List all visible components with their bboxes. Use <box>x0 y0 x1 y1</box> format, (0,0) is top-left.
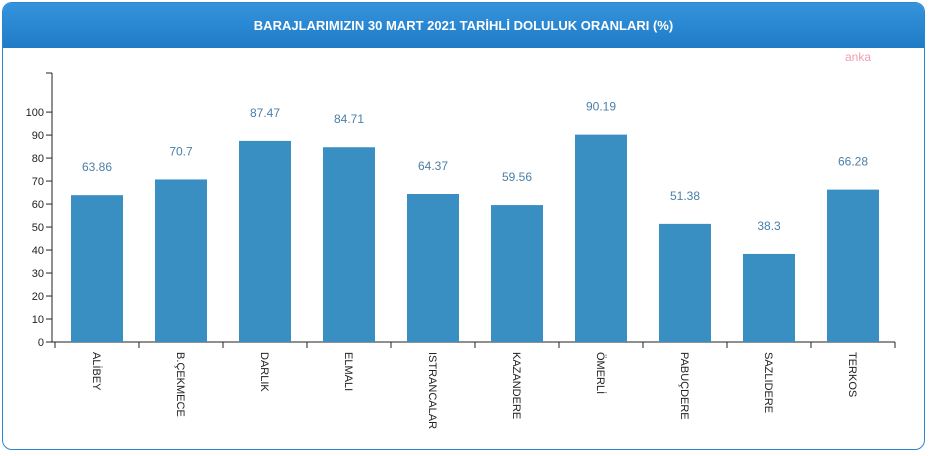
y-tick-label: 0 <box>38 337 44 349</box>
value-label: 84.71 <box>334 112 364 126</box>
x-tick-label: ALİBEY <box>90 352 103 391</box>
x-tick-label: PABUÇDERE <box>678 352 690 420</box>
bar <box>491 205 543 342</box>
chart-title: BARAJLARIMIZIN 30 MART 2021 TARİHLİ DOLU… <box>3 3 924 48</box>
bar <box>71 195 123 342</box>
y-tick-label: 70 <box>32 176 44 188</box>
y-tick-label: 80 <box>32 153 44 165</box>
y-tick-label: 10 <box>32 314 44 326</box>
bar <box>827 189 879 342</box>
value-label: 87.47 <box>250 106 280 120</box>
value-label: 38.3 <box>757 219 781 233</box>
y-tick-label: 50 <box>32 222 44 234</box>
x-tick-label: SAZLIDERE <box>762 352 774 413</box>
value-label: 63.86 <box>82 160 112 174</box>
x-tick-label: ÖMERLİ <box>594 352 607 394</box>
value-label: 90.19 <box>586 100 616 114</box>
value-label: 59.56 <box>502 170 532 184</box>
bar <box>155 179 207 342</box>
y-tick-label: 30 <box>32 268 44 280</box>
value-label: 51.38 <box>670 189 700 203</box>
x-tick-label: B.ÇEKMECE <box>174 352 186 417</box>
watermark: anka <box>845 50 871 64</box>
value-label: 66.28 <box>838 155 868 169</box>
y-tick-label: 90 <box>32 130 44 142</box>
bar <box>575 134 627 342</box>
bar <box>407 194 459 342</box>
x-tick-label: DARLIK <box>258 352 270 392</box>
x-tick-label: TERKOS <box>846 352 858 397</box>
y-tick-label: 20 <box>32 291 44 303</box>
y-tick-label: 60 <box>32 199 44 211</box>
bar <box>323 147 375 342</box>
y-tick-label: 40 <box>32 245 44 257</box>
x-tick-label: KAZANDERE <box>510 352 522 419</box>
value-label: 70.7 <box>169 144 193 158</box>
x-tick-label: ISTRANCALAR <box>426 352 438 429</box>
y-tick-label: 100 <box>26 107 44 119</box>
x-tick-label: ELMALI <box>342 352 354 391</box>
bar <box>239 140 291 342</box>
bar <box>743 253 795 342</box>
bar <box>659 223 711 342</box>
value-label: 64.37 <box>418 159 448 173</box>
